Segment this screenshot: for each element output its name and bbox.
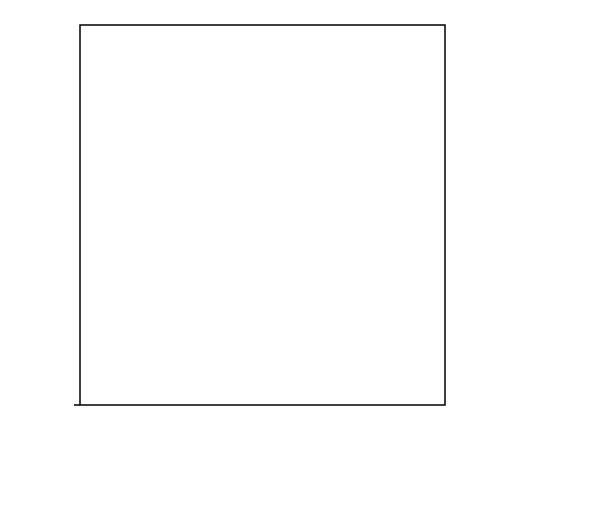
chart-background [0, 0, 600, 517]
